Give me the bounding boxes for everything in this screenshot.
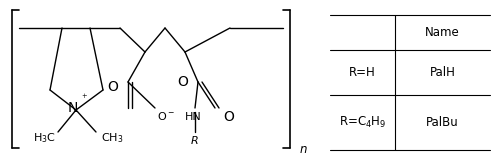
Text: CH$_3$: CH$_3$: [101, 131, 123, 145]
Text: n: n: [300, 143, 308, 156]
Text: H$_3$C: H$_3$C: [32, 131, 56, 145]
Text: O: O: [177, 75, 188, 89]
Text: O$^-$: O$^-$: [157, 110, 175, 122]
Text: PalH: PalH: [430, 66, 456, 79]
Text: O: O: [107, 80, 118, 94]
Text: R: R: [191, 136, 199, 146]
Text: PalBu: PalBu: [426, 115, 459, 128]
Text: Name: Name: [425, 25, 460, 38]
Text: $^+$: $^+$: [80, 93, 88, 103]
Text: R=C$_4$H$_9$: R=C$_4$H$_9$: [338, 114, 386, 130]
Text: R=H: R=H: [349, 66, 376, 79]
Text: O: O: [223, 110, 234, 124]
Text: HN: HN: [184, 112, 202, 122]
Text: N: N: [68, 101, 78, 115]
